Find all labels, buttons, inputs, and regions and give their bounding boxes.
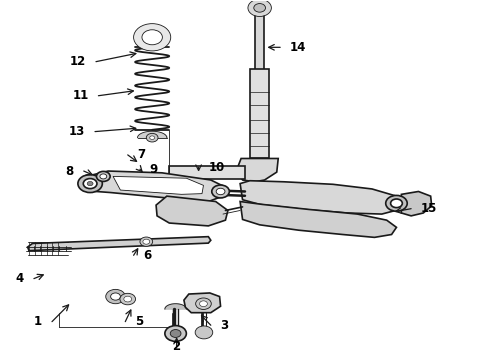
- Text: 15: 15: [421, 202, 437, 215]
- Polygon shape: [240, 202, 396, 237]
- Circle shape: [195, 326, 213, 339]
- Circle shape: [120, 293, 136, 305]
- Circle shape: [199, 301, 207, 307]
- Circle shape: [150, 136, 155, 139]
- Polygon shape: [156, 196, 228, 226]
- Circle shape: [170, 329, 181, 337]
- Text: 11: 11: [73, 89, 89, 102]
- Circle shape: [147, 134, 158, 142]
- Text: 9: 9: [150, 163, 158, 176]
- Polygon shape: [236, 158, 278, 182]
- Circle shape: [254, 4, 266, 12]
- Bar: [250, 69, 269, 158]
- Text: 1: 1: [34, 315, 42, 328]
- Polygon shape: [79, 171, 225, 202]
- Circle shape: [216, 188, 225, 195]
- Text: 12: 12: [70, 55, 86, 68]
- Text: 7: 7: [138, 148, 146, 161]
- Text: 4: 4: [16, 272, 24, 285]
- Text: 2: 2: [172, 340, 181, 353]
- Circle shape: [212, 185, 229, 198]
- Polygon shape: [113, 176, 203, 194]
- Text: 10: 10: [208, 161, 224, 174]
- Circle shape: [143, 239, 150, 244]
- Text: 3: 3: [220, 319, 229, 332]
- Circle shape: [87, 181, 93, 186]
- Bar: [255, 8, 264, 80]
- Circle shape: [78, 175, 102, 193]
- Text: 5: 5: [135, 315, 143, 328]
- Circle shape: [142, 30, 162, 45]
- Circle shape: [106, 289, 125, 304]
- Text: 14: 14: [290, 41, 306, 54]
- Polygon shape: [401, 192, 432, 216]
- Text: 6: 6: [144, 249, 151, 262]
- Circle shape: [248, 0, 271, 17]
- Polygon shape: [169, 166, 245, 179]
- Circle shape: [386, 195, 407, 211]
- Circle shape: [111, 293, 121, 300]
- Polygon shape: [240, 181, 401, 214]
- Polygon shape: [27, 237, 211, 251]
- Circle shape: [391, 199, 402, 208]
- Circle shape: [134, 24, 171, 51]
- Text: 13: 13: [69, 125, 85, 138]
- Text: 8: 8: [66, 165, 74, 177]
- Circle shape: [140, 237, 153, 246]
- Circle shape: [196, 298, 211, 310]
- Circle shape: [97, 171, 110, 181]
- Circle shape: [165, 325, 186, 341]
- Circle shape: [100, 174, 107, 179]
- Circle shape: [83, 179, 97, 189]
- Polygon shape: [165, 304, 186, 309]
- Polygon shape: [184, 293, 220, 313]
- Circle shape: [124, 296, 132, 302]
